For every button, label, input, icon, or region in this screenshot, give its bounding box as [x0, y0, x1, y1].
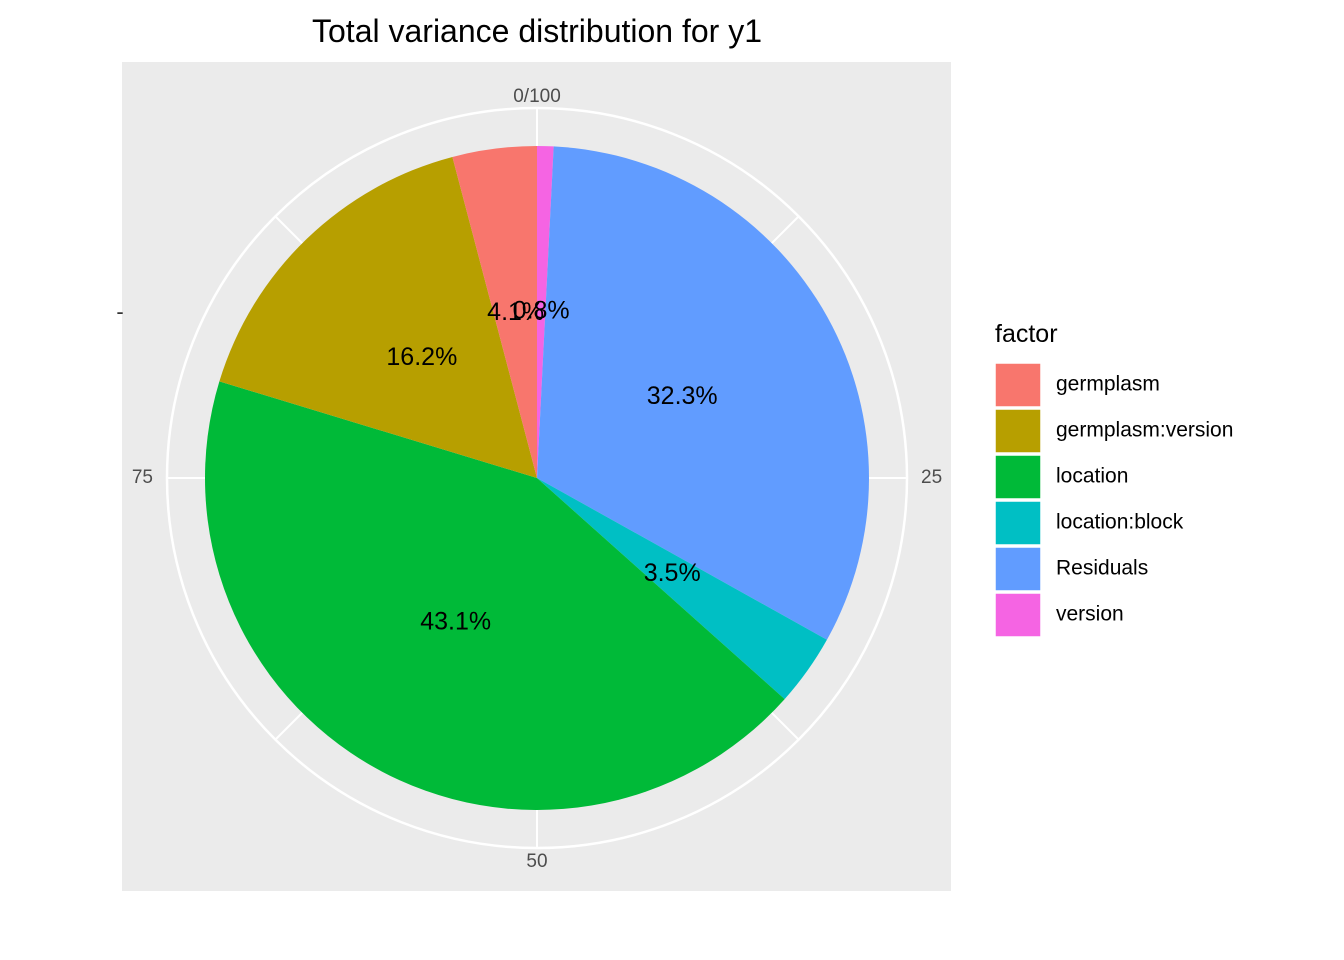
pie-slices	[204, 146, 869, 810]
legend-location-block-label: location:block	[1056, 511, 1184, 534]
y-axis-tick-mark: -	[116, 299, 123, 324]
theta-tick-label: 50	[526, 851, 547, 872]
legend-germplasm-version-key	[994, 408, 1042, 454]
slice-germplasm-label: 4.1%	[487, 298, 544, 326]
slice-germplasm	[452, 146, 537, 478]
slice-germplasm-version-label: 16.2%	[386, 343, 457, 371]
legend-residuals-key	[994, 546, 1042, 592]
slice-residuals-label: 32.3%	[647, 382, 718, 410]
theta-tick-label: 0/100	[513, 86, 561, 107]
legend-location-key	[994, 454, 1042, 500]
slice-germplasm-version	[219, 156, 538, 478]
legend-germplasm-key	[994, 362, 1042, 408]
chart-title: Total variance distribution for y1	[312, 13, 762, 49]
legend-items: germplasm germplasm:version location locati…	[994, 362, 1233, 638]
slice-location-label: 43.1%	[420, 607, 491, 635]
slice-version	[537, 146, 554, 478]
slice-version-label: 0.8%	[513, 297, 570, 325]
slice-labels: 0.8% 32.3% 3.5% 43.1% 16.2% 4.1%	[386, 297, 717, 636]
slice-location	[204, 381, 785, 810]
legend-location-block-key	[994, 500, 1042, 546]
slice-location-block-label: 3.5%	[644, 559, 701, 587]
theta-tick-label: 75	[132, 467, 153, 488]
theta-tick-labels: 0/100 25 50 75	[132, 86, 942, 872]
slice-location-block	[537, 478, 827, 700]
legend-germplasm-version-label: germplasm:version	[1056, 419, 1233, 442]
legend-version-label: version	[1056, 603, 1124, 626]
slice-residuals	[537, 146, 869, 640]
legend: factor germplasm germplasm:version locatio…	[994, 320, 1233, 638]
theta-tick-label: 25	[921, 467, 942, 488]
legend-version-key	[994, 592, 1042, 638]
legend-title: factor	[995, 320, 1058, 348]
legend-germplasm-label: germplasm	[1056, 373, 1160, 396]
legend-location-label: location	[1056, 465, 1128, 488]
legend-residuals-label: Residuals	[1056, 557, 1148, 580]
